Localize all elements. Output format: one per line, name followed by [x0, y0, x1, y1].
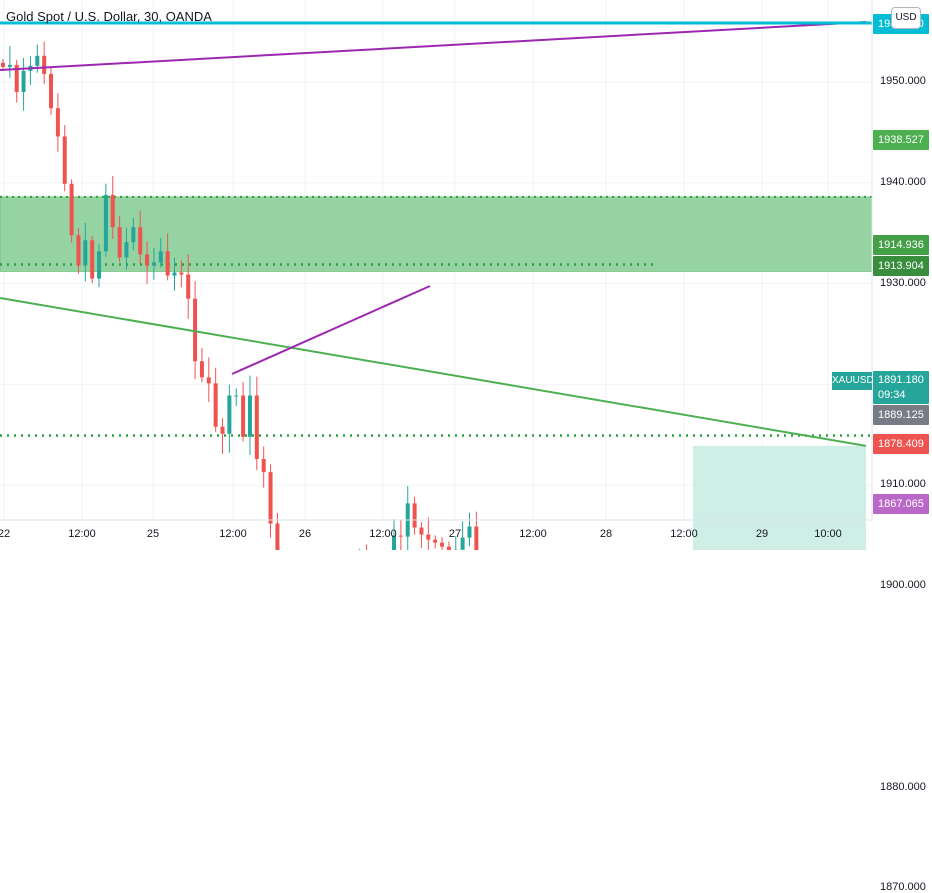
candle-body	[227, 395, 231, 433]
candle-body	[179, 273, 183, 275]
candle-body	[124, 242, 128, 257]
candle-body	[152, 262, 156, 265]
candle-body	[269, 472, 273, 523]
candle-body	[262, 459, 266, 472]
candlestick-series	[1, 42, 698, 550]
price-tag-green-level: 1914.936	[873, 235, 929, 255]
candle-body	[145, 254, 149, 265]
currency-button[interactable]: USD	[891, 7, 921, 29]
candle-body	[234, 395, 238, 396]
time-axis-label: 10:00	[814, 528, 842, 540]
time-axis-label: 25	[147, 528, 159, 540]
candle-body	[173, 273, 177, 276]
candle-body	[49, 74, 53, 108]
candle-body	[138, 227, 142, 254]
candle-body	[214, 383, 218, 426]
candle-body	[413, 503, 417, 527]
candle-body	[111, 195, 115, 227]
price-axis-label: 1950.000	[880, 75, 926, 87]
price-axis-label: 1930.000	[880, 277, 926, 289]
bar-countdown: 09:34	[878, 388, 929, 403]
chart-title: Gold Spot / U.S. Dollar, 30, OANDA	[6, 9, 212, 24]
candle-body	[1, 63, 5, 67]
purple-trendline-upper[interactable]	[0, 22, 866, 70]
candle-body	[159, 251, 163, 262]
price-axis-label: 1880.000	[880, 781, 926, 793]
candle-body	[419, 528, 423, 535]
time-axis-label: 12:00	[68, 528, 96, 540]
candle-body	[166, 251, 170, 275]
candle-body	[193, 299, 197, 361]
price-tag-stop: 1878.409	[873, 434, 929, 454]
symbol-tag: XAUUSD	[832, 372, 872, 390]
time-axis-label: 12:00	[670, 528, 698, 540]
purple-trendline-lower[interactable]	[232, 286, 430, 374]
candle-body	[76, 235, 80, 265]
candle-body	[90, 240, 94, 278]
last-price-tag: 1891.180 09:34	[873, 371, 929, 404]
time-axis-label: 12:00	[369, 528, 397, 540]
candle-body	[56, 108, 60, 136]
supply-zone[interactable]	[0, 197, 872, 272]
candle-body	[131, 227, 135, 242]
candle-body	[440, 543, 444, 547]
candle-body	[97, 251, 101, 278]
candle-body	[63, 136, 67, 183]
candle-body	[200, 361, 204, 377]
candle-body	[35, 56, 39, 66]
candle-body	[467, 527, 471, 538]
green-trendline[interactable]	[0, 298, 866, 446]
candle-body	[104, 195, 108, 251]
candle-body	[42, 56, 46, 74]
price-tag-zone-top: 1938.527	[873, 130, 929, 150]
time-axis-label: 27	[449, 528, 461, 540]
last-price-value: 1891.180	[878, 373, 929, 388]
candle-body	[241, 395, 245, 436]
price-tag-trendline: 1913.904	[873, 256, 929, 276]
candle-body	[221, 427, 225, 434]
candle-body	[248, 395, 252, 436]
candle-body	[70, 184, 74, 235]
time-axis-label: 26	[299, 528, 311, 540]
time-axis-label: 28	[600, 528, 612, 540]
candle-body	[433, 540, 437, 543]
candle-body	[83, 240, 87, 265]
candle-body	[275, 524, 279, 550]
candle-body	[426, 535, 430, 540]
candle-body	[207, 377, 211, 383]
time-axis-label: 12:00	[219, 528, 247, 540]
candle-body	[8, 65, 12, 67]
time-axis-label: 12:00	[519, 528, 547, 540]
price-axis-label: 1940.000	[880, 176, 926, 188]
candle-body	[461, 538, 465, 550]
candle-body	[22, 71, 26, 92]
time-axis-label: 29	[756, 528, 768, 540]
candle-body	[399, 536, 403, 537]
chart-drawings[interactable]	[0, 197, 872, 550]
price-tag-dashed-level: 1867.065	[873, 494, 929, 514]
candle-body	[474, 527, 478, 550]
price-axis-label: 1910.000	[880, 478, 926, 490]
price-tag-gray-line: 1889.125	[873, 405, 929, 425]
price-axis-label: 1900.000	[880, 579, 926, 591]
price-axis-label: 1870.000	[880, 881, 926, 893]
chart-canvas[interactable]	[0, 0, 932, 550]
candle-body	[118, 227, 122, 257]
candle-body	[186, 275, 190, 299]
candle-body	[255, 395, 259, 459]
time-axis-label: 22	[0, 528, 10, 540]
